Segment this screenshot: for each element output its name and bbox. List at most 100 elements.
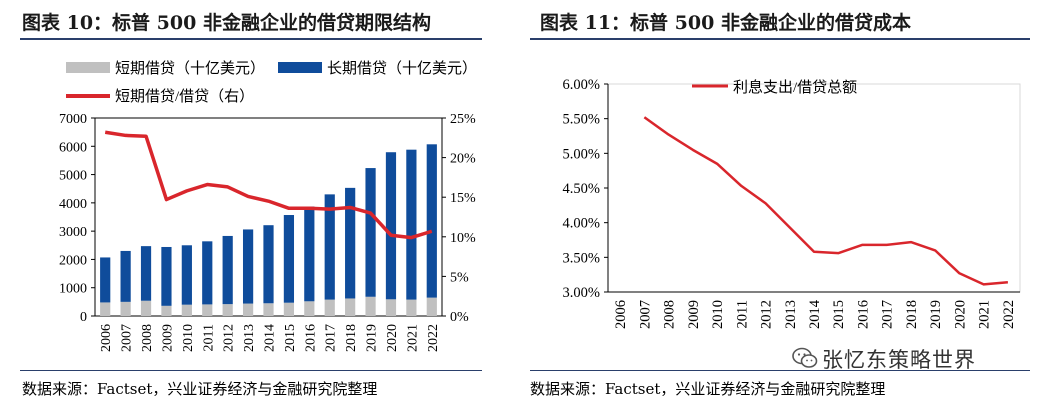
x-tick-label: 2017 [880,300,896,329]
bar-short-term [304,301,315,316]
bar-long-term [161,246,172,306]
y2-tick-label: 15% [450,191,476,206]
bar-long-term [242,229,254,304]
left-source-rule [20,370,482,371]
bar-short-term [202,304,213,316]
bar-long-term [385,152,397,300]
bar-short-term [365,296,376,316]
bar-long-term [120,250,131,302]
x-tick-label: 2010 [181,324,196,352]
bar-short-term [242,303,254,316]
right-source: 数据来源：Factset，兴业证券经济与金融研究院整理 [530,380,886,398]
x-tick-label: 2021 [405,324,420,352]
x-tick-label: 2017 [324,324,339,352]
x-tick-label: 2013 [783,300,799,329]
y-tick-label: 4000 [59,197,87,212]
x-tick-label: 2020 [952,300,968,329]
right-title-rule [530,38,1030,40]
right-chart-title: 图表 11：标普 500 非金融企业的借贷成本 [540,12,911,34]
bar-short-term [222,304,233,316]
bar-short-term [263,303,274,316]
y-tick-label: 3000 [59,225,87,240]
x-tick-label: 2016 [855,300,871,329]
bar-short-term [385,299,397,316]
bar-long-term [304,206,315,302]
bar-long-term [426,144,437,298]
bar-short-term [100,302,111,316]
x-tick-label: 2022 [1001,300,1017,329]
bar-short-term [161,305,172,316]
bar-short-term [426,297,437,316]
bar-long-term [365,168,376,297]
y-tick-label: 7000 [59,112,87,127]
y-tick-label: 2000 [59,253,87,268]
wechat-icon [792,347,818,368]
y-tick-label: 5.00% [563,146,600,162]
left-title-rule [20,38,482,40]
left-chart: 0 1000 2000 3000 4000 5000 6000 7000 0% 5% 10% 15% 2… [59,60,477,352]
x-tick-label: 2015 [283,324,298,352]
plot-frame [607,83,1021,293]
bar-short-term [181,304,192,316]
y-tick-label: 0 [80,310,87,325]
x-tick-label: 2013 [242,324,257,352]
bar-short-term [345,298,356,316]
x-tick-label: 2020 [385,324,400,352]
y-tick-label: 6.00% [563,77,600,93]
bar-long-term [202,241,213,305]
line-short-ratio [104,130,433,240]
x-tick-label: 2008 [662,300,678,329]
y-tick-label: 4.00% [563,216,600,232]
x-tick-label: 2006 [613,300,629,329]
y-tick-label: 6000 [59,140,87,155]
bar-short-term [140,300,152,316]
x-tick-label: 2011 [201,324,216,351]
x-tick-label: 2006 [99,324,114,352]
right-chart: 3.00% 3.50% 4.00% 4.50% 5.00% 5.50% 6.00% 2006 2… [563,77,1021,329]
line-interest-cost [643,116,1008,286]
y-tick-label: 4.50% [563,181,600,197]
x-tick-label: 2019 [365,324,380,352]
x-tick-label: 2009 [160,324,175,352]
x-tick-label: 2007 [120,324,135,352]
legend-label: 利息支出/借贷总额 [733,79,857,96]
watermark-text: 张忆东策略世界 [822,348,976,372]
x-tick-label: 2010 [710,300,726,329]
left-source: 数据来源：Factset，兴业证券经济与金融研究院整理 [22,380,378,398]
x-tick-label: 2012 [222,324,237,352]
right-source-rule [530,370,1030,371]
bar-long-term [181,245,192,305]
x-tick-label: 2008 [140,324,155,352]
bar-long-term [263,225,274,304]
x-tick-label: 2014 [807,299,823,329]
x-tick-label: 2007 [637,300,653,329]
y2-tick-label: 0% [450,310,469,325]
y2-tick-label: 25% [450,112,476,127]
left-chart-title: 图表 10：标普 500 非金融企业的借贷期限结构 [22,12,431,34]
bar-long-term [406,149,417,300]
bar-long-term [140,246,152,301]
x-tick-label: 2015 [831,300,847,329]
bar-long-term [324,194,335,300]
legend-label-short: 短期借贷（十亿美元） [115,60,265,77]
legend-label-long: 长期借贷（十亿美元） [327,60,477,77]
legend-swatch-long [278,62,322,73]
bar-short-term [324,299,335,316]
y-tick-label: 1000 [59,282,87,297]
y-tick-label: 5.50% [563,112,600,128]
y2-tick-label: 20% [450,152,476,167]
y2-tick-label: 5% [450,270,469,285]
x-tick-label: 2019 [928,300,944,329]
y-tick-label: 5000 [59,169,87,184]
y2-tick-label: 10% [450,231,476,246]
x-tick-label: 2011 [734,300,750,328]
x-tick-label: 2016 [303,324,318,352]
y-tick-label: 3.50% [563,250,600,266]
x-tick-label: 2022 [426,324,441,352]
bar-short-term [406,299,417,316]
x-tick-label: 2018 [904,300,920,329]
bar-long-term [283,215,295,303]
bar-long-term [100,257,111,303]
x-tick-label: 2014 [263,324,278,352]
bar-short-term [120,301,131,316]
